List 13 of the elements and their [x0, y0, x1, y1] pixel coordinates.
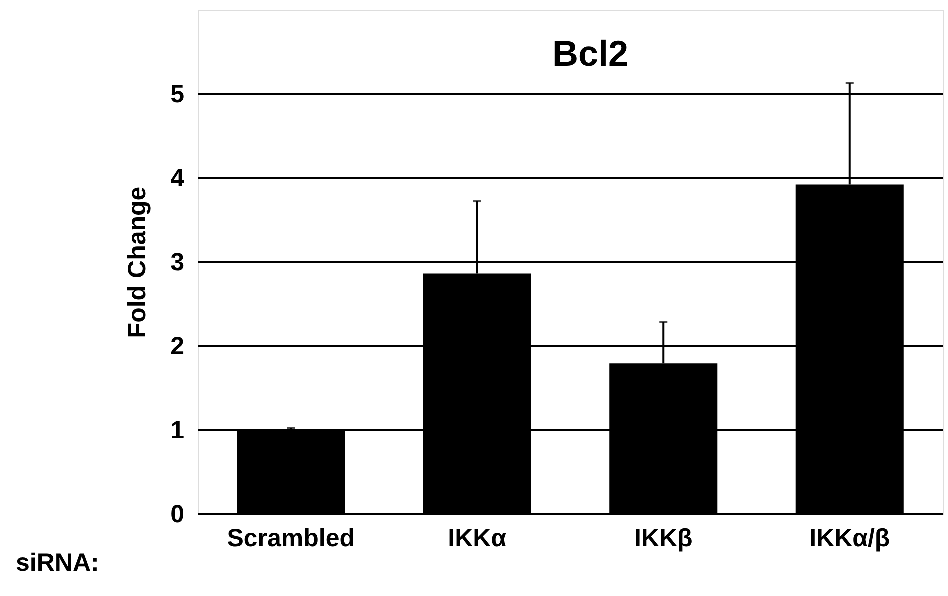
text: Bcl2 — [552, 33, 629, 74]
y-tick-label: 4 — [170, 164, 185, 192]
y-tick-label: 2 — [170, 332, 184, 360]
y-tick-label: 5 — [170, 80, 185, 108]
x-axis-title: siRNA: — [16, 549, 100, 577]
x-tick-label: Scrambled — [227, 524, 356, 552]
x-tick-label: IKKα — [448, 524, 508, 552]
y-tick-label: 3 — [170, 248, 184, 276]
x-tick-label: IKKβ — [634, 524, 693, 552]
y-tick-label: 0 — [170, 500, 184, 528]
x-tick-label: IKKα/β — [810, 524, 890, 552]
y-axis-title: Fold Change — [124, 186, 152, 338]
y-tick-label: 1 — [170, 416, 185, 444]
